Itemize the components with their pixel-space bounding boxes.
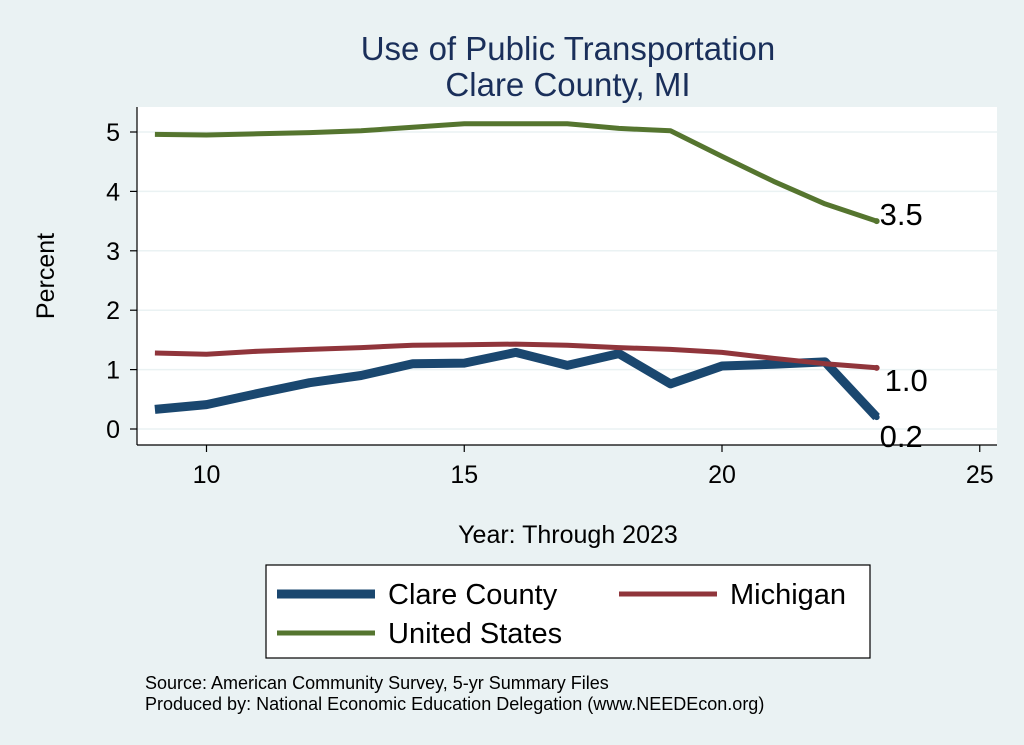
x-tick-label-25: 25 (966, 461, 994, 489)
end-label-michigan: 1.0 (885, 363, 928, 398)
series-line-michigan (154, 341, 877, 371)
y-tick-label-4: 4 (106, 178, 120, 206)
series-end-point-michigan (873, 364, 880, 371)
legend-box (265, 564, 871, 659)
x-tick-label-15: 15 (450, 461, 478, 489)
legend-label-michigan: Michigan (730, 579, 846, 611)
series-end-point-united-states (873, 218, 880, 225)
producer-note: Produced by: National Economic Education… (145, 694, 764, 714)
end-label-clare-county: 0.2 (880, 419, 923, 454)
x-tick-label-10: 10 (193, 461, 221, 489)
legend-label-united-states: United States (388, 618, 562, 650)
y-tick-label-2: 2 (106, 297, 120, 325)
y-axis-title: Percent (32, 233, 60, 319)
x-ticks: 10 15 20 25 (193, 445, 994, 489)
x-axis-title: Year: Through 2023 (458, 521, 678, 549)
chart-subtitle: Clare County, MI (445, 66, 690, 103)
y-tick-label-3: 3 (106, 238, 120, 266)
series-layer: 0.2 1.0 3.5 (154, 121, 928, 454)
y-ticks: 0 1 2 3 4 5 (106, 119, 137, 444)
series-end-point-clare-county (873, 414, 880, 421)
series-line-united-states (154, 121, 878, 224)
end-label-united-states: 3.5 (880, 197, 923, 232)
y-tick-label-1: 1 (106, 357, 120, 385)
y-tick-label-0: 0 (106, 416, 120, 444)
y-tick-label-5: 5 (106, 119, 120, 147)
source-note: Source: American Community Survey, 5-yr … (145, 673, 609, 693)
series-line-clare-county (154, 347, 880, 421)
chart-title: Use of Public Transportation (361, 30, 776, 67)
legend-label-clare-county: Clare County (388, 579, 558, 611)
x-tick-label-20: 20 (708, 461, 736, 489)
